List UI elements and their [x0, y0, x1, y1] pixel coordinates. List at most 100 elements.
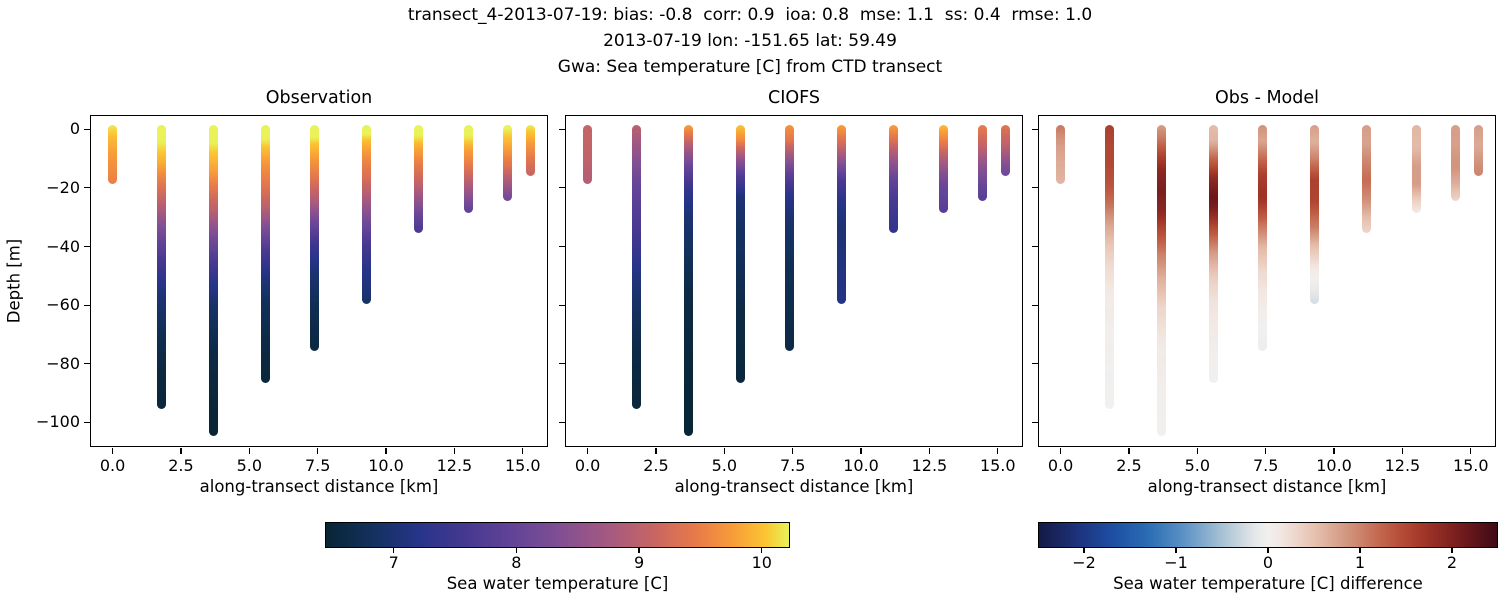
colorbar-temperature-label: Sea water temperature [C]: [446, 574, 669, 593]
profile-column: [1451, 124, 1461, 202]
x-tick: [522, 448, 524, 454]
y-tick: [84, 128, 90, 130]
profile-column: [1474, 124, 1484, 177]
x-tick: [1470, 448, 1472, 454]
x-tick-label: 2.5: [1116, 456, 1142, 475]
x-tick-label: 15.0: [979, 456, 1016, 475]
x-tick: [997, 448, 999, 454]
y-tick: [1032, 187, 1038, 189]
x-tick: [317, 448, 319, 454]
x-tick: [928, 448, 930, 454]
x-tick: [453, 448, 455, 454]
profile-column: [889, 124, 899, 234]
suptitle-date-location: 2013-07-19 lon: -151.65 lat: 59.49: [603, 31, 897, 51]
profile-column: [583, 124, 593, 184]
x-tick-label: 7.5: [304, 456, 331, 475]
x-tick: [587, 448, 589, 454]
profile-column: [837, 124, 847, 304]
x-tick: [112, 448, 114, 454]
colorbar-tick: [1083, 548, 1085, 553]
profile-column: [362, 124, 372, 304]
panel-title-ciofs: CIOFS: [767, 88, 821, 108]
x-tick-label: 5.0: [236, 456, 263, 475]
profile-column: [1258, 124, 1268, 351]
profile-column: [1310, 124, 1320, 304]
profile-column: [310, 124, 320, 351]
colorbar-difference-label: Sea water temperature [C] difference: [1113, 574, 1423, 593]
y-tick-label: −100: [36, 412, 80, 432]
profile-column: [978, 124, 988, 202]
profile-column: [463, 124, 473, 213]
y-tick: [84, 245, 90, 248]
y-tick: [559, 187, 565, 189]
y-tick-label: 0: [69, 119, 80, 139]
y-tick: [559, 128, 565, 130]
x-tick-label: 5.0: [711, 456, 738, 475]
profile-column: [414, 124, 424, 234]
plot-area-obs-minus-model: 0.0 2.5 5.0 7.5 10.0 12.5 15.0: [1032, 115, 1496, 475]
profile-column: [1157, 124, 1167, 436]
y-tick: [84, 421, 90, 424]
x-tick: [248, 448, 250, 454]
profile-column: [1001, 124, 1011, 177]
x-tick: [1333, 448, 1335, 454]
y-tick: [559, 304, 565, 306]
x-tick: [1401, 448, 1403, 454]
profile-column: [1209, 124, 1219, 383]
x-tick: [1128, 448, 1130, 454]
panel-title-obs-minus-model: Obs - Model: [1215, 88, 1319, 108]
y-tick-label: −40: [46, 236, 80, 256]
y-tick-label: −20: [46, 177, 80, 197]
x-tick-label: 2.5: [168, 456, 194, 475]
profile-column: [1105, 124, 1115, 410]
profile-column: [261, 124, 271, 383]
y-tick: [559, 363, 565, 365]
x-tick: [1196, 448, 1198, 454]
y-tick: [1032, 245, 1038, 248]
y-tick: [1032, 421, 1038, 424]
x-tick-label: 0.0: [99, 456, 126, 475]
profile-column: [157, 124, 167, 410]
colorbar-tick-label: 10: [751, 553, 772, 572]
suptitle-variable: Gwa: Sea temperature [C] from CTD transe…: [557, 57, 943, 77]
colorbar-tick-label: 7: [388, 553, 399, 572]
x-tick: [180, 448, 182, 454]
x-axis-label-obs-minus-model: along-transect distance [km]: [1147, 477, 1387, 496]
x-tick-label: 12.5: [1384, 456, 1421, 475]
colorbar-tick-label: 8: [511, 553, 522, 572]
profile-column: [526, 124, 536, 177]
plot-area-ciofs: 0.0 2.5 5.0 7.5 10.0 12.5 15.0: [559, 115, 1023, 475]
profile-column: [684, 124, 694, 436]
y-tick: [559, 245, 565, 248]
x-tick-label: 0.0: [1047, 456, 1074, 475]
profile-column: [938, 124, 948, 213]
y-tick: [84, 363, 90, 365]
colorbar-tick: [393, 548, 395, 553]
y-tick: [1032, 363, 1038, 365]
colorbar-tick: [1359, 548, 1361, 553]
profile-column: [1362, 124, 1372, 234]
x-tick-label: 5.0: [1184, 456, 1211, 475]
profile-column: [1411, 124, 1421, 213]
x-axis-label-ciofs: along-transect distance [km]: [674, 477, 914, 496]
colorbar-tick: [515, 548, 517, 553]
x-tick: [1060, 448, 1062, 454]
profile-column: [108, 124, 118, 184]
plot-area-observation: 0.0 2.5 5.0 7.5 10.0 12.5 15.0 0 −20 −40 −60 −80 −10…: [36, 115, 548, 475]
colorbar-tick-label: 9: [633, 553, 645, 572]
colorbar-tick-label: −2: [1072, 553, 1096, 572]
profile-column: [209, 124, 219, 436]
y-tick: [84, 304, 90, 306]
colorbar-tick: [1175, 548, 1177, 553]
x-tick-label: 7.5: [779, 456, 806, 475]
colorbar-tick: [761, 548, 763, 553]
x-tick-label: 10.0: [368, 456, 404, 475]
x-axis-label-observation: along-transect distance [km]: [199, 477, 439, 496]
profile-column: [785, 124, 795, 351]
suptitle-metrics: transect_4-2013-07-19: bias: -0.8 corr: …: [407, 5, 1093, 25]
x-tick: [723, 448, 725, 454]
x-tick-label: 12.5: [436, 456, 473, 475]
y-axis-label: Depth [m]: [4, 238, 24, 324]
colorbar-tick-label: 0: [1262, 553, 1274, 572]
